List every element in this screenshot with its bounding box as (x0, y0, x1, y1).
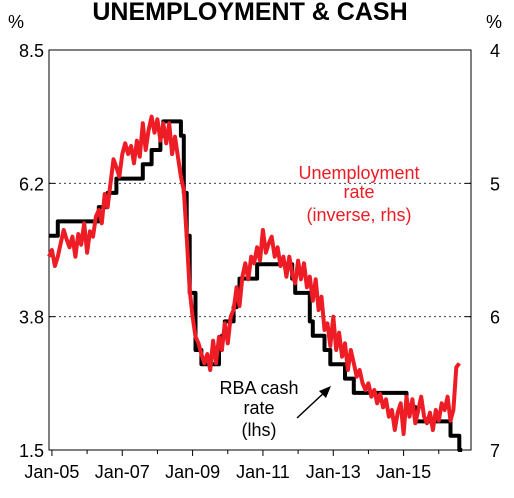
right-axis-unit: % (486, 12, 502, 32)
left-tick-label: 1.5 (19, 441, 44, 461)
annotation-cash-line3: (lhs) (242, 420, 277, 440)
x-tick-label: Jan-13 (306, 462, 361, 482)
plot-frame (48, 49, 472, 451)
x-tick-label: Jan-05 (24, 462, 79, 482)
annotation-cash-line2: rate (243, 398, 274, 418)
annotation-unemployment-line1: Unemployment (298, 163, 419, 183)
annotation-cash-line1: RBA cash (219, 378, 298, 398)
x-tick-label: Jan-11 (236, 462, 290, 482)
annotation-unemployment: Unemployment rate (inverse, rhs) (298, 163, 419, 225)
annotation-arrow (296, 386, 331, 419)
annotation-unemployment-line3: (inverse, rhs) (306, 205, 411, 225)
left-tick-label: 6.2 (19, 174, 44, 194)
right-tick-label: 7 (490, 441, 500, 461)
grid-lines (49, 182, 471, 318)
x-tick-label: Jan-07 (95, 462, 150, 482)
chart-title: UNEMPLOYMENT & CASH (92, 0, 407, 26)
left-axis-labels: 8.5 6.2 3.8 1.5 (19, 41, 44, 461)
right-tick-label: 5 (490, 174, 500, 194)
x-tick-label: Jan-09 (165, 462, 220, 482)
axis-ticks (49, 49, 471, 456)
left-tick-label: 3.8 (19, 308, 44, 328)
series-line-unemployment (47, 114, 461, 436)
right-axis-labels: 4 5 6 7 (490, 41, 500, 461)
left-tick-label: 8.5 (19, 41, 44, 61)
x-tick-label: Jan-15 (376, 462, 431, 482)
left-axis-unit: % (8, 12, 24, 32)
right-tick-label: 4 (490, 41, 500, 61)
x-axis-labels: Jan-05 Jan-07 Jan-09 Jan-11 Jan-13 Jan-15 (24, 462, 431, 482)
annotation-cash-rate: RBA cash rate (lhs) (219, 378, 298, 440)
right-tick-label: 6 (490, 308, 500, 328)
annotation-unemployment-line2: rate (343, 182, 374, 202)
